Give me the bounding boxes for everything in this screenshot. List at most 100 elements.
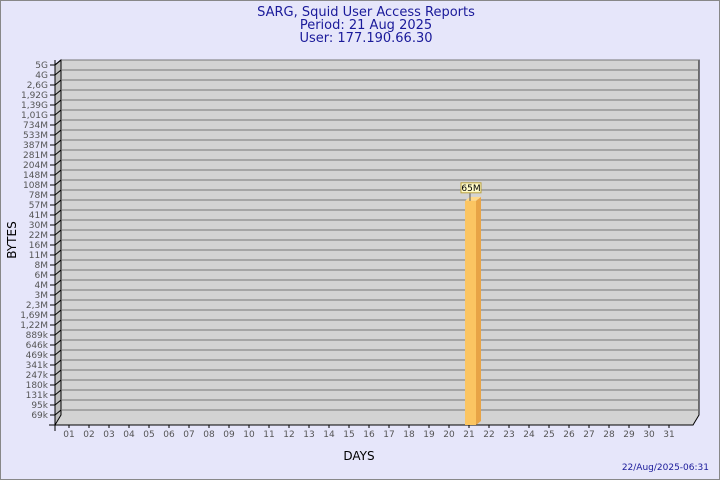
y-tick-label: 78M <box>29 191 48 201</box>
y-tick-slant <box>54 269 62 276</box>
y-tick-label: 11M <box>29 251 48 261</box>
y-tick-label: 5G <box>35 61 48 71</box>
chart-title: SARG, Squid User Access Reports <box>257 5 475 20</box>
y-tick-label: 646k <box>26 341 49 351</box>
x-tick-label: 11 <box>263 430 274 440</box>
x-tick-label: 30 <box>643 430 655 440</box>
y-tick-slant <box>54 239 62 246</box>
y-tick-slant <box>54 259 62 266</box>
y-tick-label: 4G <box>35 71 48 81</box>
x-tick-label: 28 <box>603 430 615 440</box>
y-tick-label: 108M <box>23 181 48 191</box>
y-tick-slant <box>54 279 62 286</box>
y-tick-slant <box>54 199 62 206</box>
x-tick-label: 19 <box>423 430 435 440</box>
y-tick-slant <box>54 319 62 326</box>
x-tick-label: 05 <box>143 430 154 440</box>
y-tick-label: 180k <box>26 381 49 391</box>
y-tick-slant <box>54 229 62 236</box>
x-tick-label: 12 <box>283 430 294 440</box>
y-tick-label: 4M <box>35 281 49 291</box>
y-tick-slant <box>54 109 62 116</box>
y-tick-slant <box>54 89 62 96</box>
y-tick-slant <box>54 169 62 176</box>
y-tick-label: 57M <box>29 201 48 211</box>
x-tick-label: 04 <box>123 430 135 440</box>
x-tick-label: 13 <box>303 430 314 440</box>
x-tick-label: 09 <box>223 430 235 440</box>
y-tick-label: 69k <box>31 411 48 421</box>
bar-side <box>476 196 481 425</box>
x-tick-label: 01 <box>63 430 74 440</box>
y-tick-label: 2,3M <box>26 301 48 311</box>
x-tick-label: 16 <box>363 430 375 440</box>
y-tick-label: 387M <box>23 141 48 151</box>
y-tick-slant <box>54 159 62 166</box>
y-tick-slant <box>54 129 62 136</box>
y-tick-slant <box>54 189 62 196</box>
x-tick-label: 29 <box>623 430 635 440</box>
y-tick-slant <box>54 389 62 396</box>
x-tick-label: 22 <box>483 430 494 440</box>
y-tick-label: 8M <box>35 261 49 271</box>
y-tick-slant <box>54 399 62 406</box>
y-tick-slant <box>54 359 62 366</box>
bar <box>465 200 476 425</box>
y-tick-slant <box>54 149 62 156</box>
y-tick-slant <box>54 59 62 66</box>
y-tick-label: 533M <box>23 131 48 141</box>
x-tick-label: 23 <box>503 430 514 440</box>
y-tick-label: 204M <box>23 161 48 171</box>
bar-top <box>465 196 481 201</box>
y-tick-label: 3M <box>35 291 49 301</box>
y-tick-slant <box>54 369 62 376</box>
y-tick-label: 247k <box>26 371 49 381</box>
x-tick-label: 03 <box>103 430 114 440</box>
y-tick-slant <box>54 329 62 336</box>
chart-period: Period: 21 Aug 2025 <box>300 18 432 33</box>
x-tick-label: 20 <box>443 430 455 440</box>
x-tick-label: 07 <box>183 430 194 440</box>
y-tick-slant <box>54 119 62 126</box>
bar-label: 65M <box>461 184 480 194</box>
y-tick-slant <box>54 289 62 296</box>
y-tick-label: 2,6G <box>27 81 48 91</box>
bar-label-box <box>460 182 482 194</box>
y-tick-label: 30M <box>29 221 48 231</box>
x-tick-label: 24 <box>523 430 535 440</box>
y-tick-slant <box>54 299 62 306</box>
x-tick-label: 26 <box>563 430 575 440</box>
y-tick-label: 148M <box>23 171 48 181</box>
x-axis-label: DAYS <box>343 449 374 463</box>
y-tick-slant <box>54 379 62 386</box>
y-tick-slant <box>54 249 62 256</box>
y-tick-label: 95k <box>31 401 48 411</box>
y-tick-label: 41M <box>29 211 48 221</box>
y-tick-label: 889k <box>26 331 49 341</box>
y-tick-label: 1,92G <box>21 91 48 101</box>
x-tick-label: 08 <box>203 430 215 440</box>
y-tick-slant <box>54 179 62 186</box>
y-tick-slant <box>54 69 62 76</box>
x-tick-label: 06 <box>163 430 175 440</box>
y-tick-label: 22M <box>29 231 48 241</box>
y-tick-slant <box>54 139 62 146</box>
x-tick-label: 14 <box>323 430 335 440</box>
y-tick-label: 16M <box>29 241 48 251</box>
y-tick-label: 1,39G <box>21 101 48 111</box>
y-tick-label: 341k <box>26 361 49 371</box>
x-tick-label: 18 <box>403 430 415 440</box>
y-tick-label: 1,22M <box>20 321 48 331</box>
y-tick-slant <box>54 209 62 216</box>
x-tick-label: 27 <box>583 430 594 440</box>
y-axis-label: BYTES <box>5 221 19 258</box>
y-tick-slant <box>54 99 62 106</box>
x-tick-label: 31 <box>663 430 674 440</box>
y-tick-slant <box>54 349 62 356</box>
x-tick-label: 02 <box>83 430 94 440</box>
x-tick-label: 17 <box>383 430 394 440</box>
y-tick-label: 281M <box>23 151 48 161</box>
y-tick-slant <box>54 79 62 86</box>
y-tick-slant <box>54 409 62 416</box>
